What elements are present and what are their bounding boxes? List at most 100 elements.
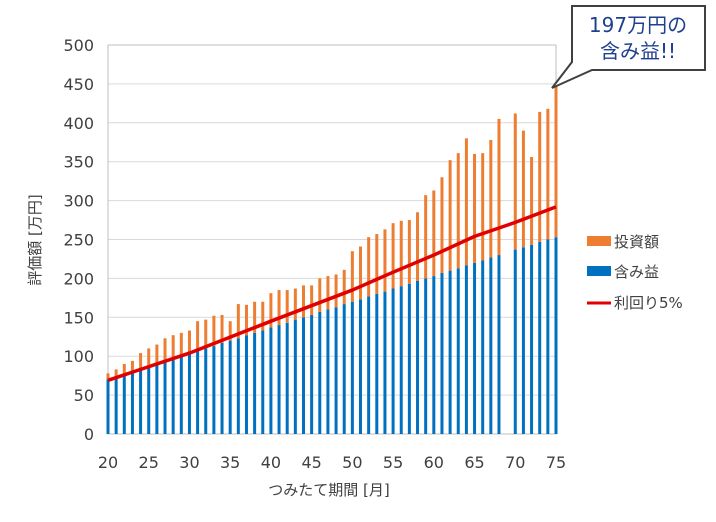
bar-gain xyxy=(342,269,346,305)
x-tick-label: 30 xyxy=(179,453,199,472)
bar-gain xyxy=(375,234,379,294)
bar-gain xyxy=(163,338,167,362)
bar-gain xyxy=(277,290,281,326)
bar-investment xyxy=(261,330,265,434)
legend-label-gain: 投資額 xyxy=(614,233,659,251)
x-axis-ticks: 20 25 30 35 40 45 50 55 60 65 70 75 xyxy=(98,453,566,472)
bar-gain xyxy=(228,321,232,341)
legend-swatch-investment xyxy=(587,266,611,276)
bar-gain xyxy=(310,285,314,315)
yield-line xyxy=(107,205,557,382)
bar-investment xyxy=(334,307,338,434)
bar-gain xyxy=(196,321,200,351)
x-tick-label: 45 xyxy=(301,453,321,472)
x-tick-label: 75 xyxy=(546,453,566,472)
bar-investment xyxy=(163,361,167,434)
legend: 投資額 含み益 利回り5% xyxy=(587,233,683,312)
bar-gain xyxy=(106,373,110,380)
x-tick-label: 70 xyxy=(505,453,525,472)
bar-gain xyxy=(399,220,403,287)
bar-gain xyxy=(538,111,542,242)
bar-investment xyxy=(416,280,420,434)
y-tick-label: 300 xyxy=(63,192,94,211)
callout-line-2: 含み益!! xyxy=(600,39,676,63)
x-tick-label: 55 xyxy=(383,453,403,472)
y-tick-label: 450 xyxy=(63,75,94,94)
bar-investment xyxy=(139,369,143,434)
y-axis-ticks: 0 50 100 150 200 250 300 350 400 450 500 xyxy=(63,36,94,444)
bar-investment xyxy=(106,379,110,434)
bar-investment xyxy=(554,237,558,434)
bar-investment xyxy=(285,322,289,434)
bar-gain xyxy=(236,304,240,339)
bar-gain xyxy=(179,332,183,357)
bar-gain xyxy=(350,251,354,302)
bar-investment xyxy=(448,270,452,434)
bar-investment xyxy=(301,317,305,434)
bar-gain xyxy=(285,290,289,323)
x-tick-label: 60 xyxy=(424,453,444,472)
bar-gain xyxy=(383,229,387,292)
bar-gain xyxy=(546,108,550,240)
x-axis-title: つみたて期間 [月] xyxy=(268,481,389,499)
y-tick-label: 100 xyxy=(63,347,94,366)
bar-investment xyxy=(155,363,159,434)
bar-investment xyxy=(546,239,550,434)
bar-investment xyxy=(114,377,118,434)
bar-gain xyxy=(367,237,371,297)
bar-gain xyxy=(334,274,338,308)
bar-gain xyxy=(456,153,460,269)
x-tick-label: 25 xyxy=(139,453,159,472)
bar-gain xyxy=(554,85,558,238)
bar-investment xyxy=(440,272,444,434)
bar-gain xyxy=(489,139,493,258)
y-tick-label: 0 xyxy=(84,425,94,444)
bar-gain xyxy=(187,330,191,354)
x-tick-label: 65 xyxy=(464,453,484,472)
bar-gain xyxy=(244,304,248,336)
bar-investment xyxy=(179,356,183,434)
bar-investment xyxy=(530,244,534,434)
bar-gain xyxy=(432,190,436,277)
bar-gain xyxy=(269,293,273,328)
bar-investment xyxy=(375,293,379,434)
bar-investment xyxy=(196,350,200,434)
callout-box: 197万円の 含み益!! xyxy=(551,5,706,89)
bar-gain xyxy=(293,288,297,320)
bar-gain xyxy=(122,363,126,375)
bar-gain xyxy=(391,223,395,289)
bar-investment xyxy=(342,304,346,434)
bar-investment xyxy=(424,278,428,434)
y-tick-label: 400 xyxy=(63,114,94,133)
bar-gain xyxy=(359,246,363,300)
bar-gain xyxy=(521,130,525,248)
y-tick-label: 500 xyxy=(63,36,94,55)
bar-gain xyxy=(464,138,468,266)
bar-investment xyxy=(253,332,257,434)
bar-series xyxy=(106,85,558,434)
y-tick-label: 350 xyxy=(63,153,94,172)
bar-gain xyxy=(212,315,216,347)
bar-gain xyxy=(326,276,330,310)
bar-investment xyxy=(130,371,134,434)
y-tick-label: 50 xyxy=(74,386,94,405)
bar-gain xyxy=(147,348,151,367)
x-tick-label: 20 xyxy=(98,453,118,472)
bar-investment xyxy=(293,319,297,434)
bar-investment xyxy=(204,348,208,434)
x-tick-label: 35 xyxy=(220,453,240,472)
bar-investment xyxy=(187,353,191,434)
bar-gain xyxy=(130,360,134,372)
bar-gain xyxy=(473,153,477,263)
bar-investment xyxy=(489,257,493,434)
bar-investment xyxy=(171,358,175,434)
gridlines xyxy=(108,44,556,435)
bar-gain xyxy=(416,212,420,281)
bar-gain xyxy=(155,344,159,364)
bar-investment xyxy=(538,241,542,434)
bar-gain xyxy=(301,285,305,318)
bar-investment xyxy=(456,268,460,434)
bar-investment xyxy=(236,338,240,434)
bar-investment xyxy=(407,283,411,434)
bar-investment xyxy=(277,325,281,434)
